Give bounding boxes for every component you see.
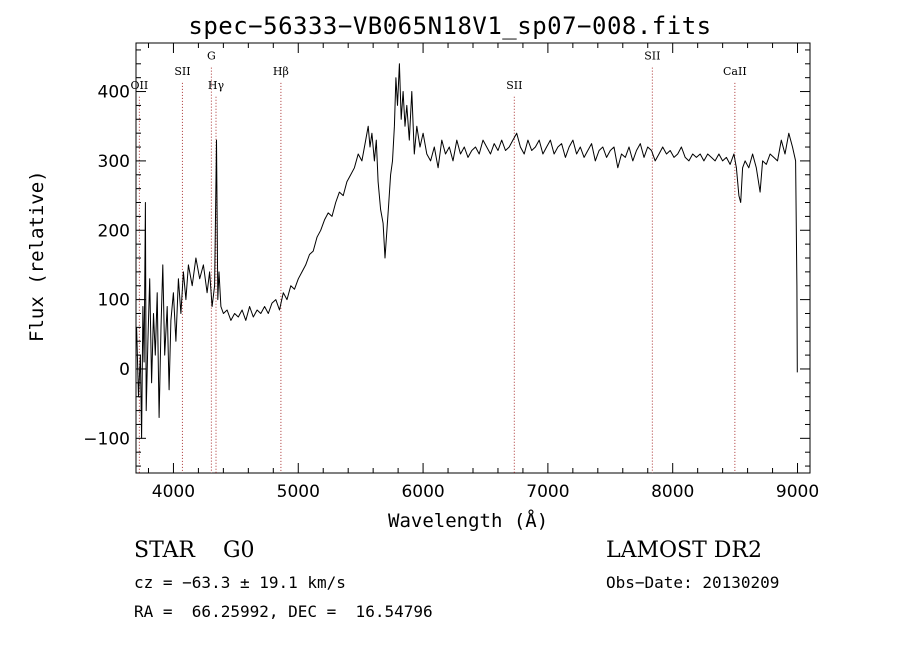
line-label-g: G bbox=[207, 50, 216, 63]
x-tick-label: 6000 bbox=[401, 482, 444, 502]
line-label-sii: SII bbox=[506, 79, 522, 92]
y-tick-label: 100 bbox=[98, 291, 130, 311]
redshift-cz: cz = −63.3 ± 19.1 km/s bbox=[134, 573, 346, 592]
plot-border bbox=[135, 42, 811, 474]
spectrum-series bbox=[136, 63, 798, 439]
line-label-oii: OII bbox=[131, 79, 149, 92]
x-axis-label: Wavelength (Å) bbox=[388, 510, 549, 532]
spectrum-line bbox=[136, 63, 798, 439]
x-tick-label: 8000 bbox=[651, 482, 694, 502]
ra-dec-coordinates: RA = 66.25992, DEC = 16.54796 bbox=[134, 602, 433, 621]
y-tick-label: 300 bbox=[98, 152, 130, 172]
observation-date: Obs−Date: 20130209 bbox=[606, 573, 780, 592]
spectral-line-markers: OII SII G Hγ Hβ SII SII CaII bbox=[131, 50, 747, 473]
axis-tick-labels: 4000 5000 6000 7000 8000 9000 −100 0 100 200 300 40… bbox=[83, 83, 819, 502]
line-label-sii: SII bbox=[174, 65, 190, 78]
line-label-hβ: Hβ bbox=[273, 65, 289, 78]
axis-ticks bbox=[136, 43, 810, 473]
y-axis-label: Flux (relative) bbox=[26, 170, 48, 342]
plot-frame bbox=[135, 42, 811, 474]
line-label-caii: CaII bbox=[723, 65, 747, 78]
survey-name: LAMOST DR2 bbox=[606, 538, 762, 563]
y-tick-label: 0 bbox=[119, 360, 130, 380]
y-tick-label: −100 bbox=[83, 429, 130, 449]
line-label-sii: SII bbox=[644, 50, 660, 63]
y-tick-label: 400 bbox=[98, 83, 130, 103]
chart-title: spec−56333−VB065N18V1_sp07−008.fits bbox=[188, 12, 712, 40]
x-tick-label: 4000 bbox=[152, 482, 195, 502]
y-tick-label: 200 bbox=[98, 221, 130, 241]
x-tick-label: 9000 bbox=[776, 482, 819, 502]
line-label-hγ: Hγ bbox=[208, 79, 225, 92]
x-tick-label: 5000 bbox=[277, 482, 320, 502]
object-class: STAR G0 bbox=[134, 538, 255, 563]
x-tick-label: 7000 bbox=[526, 482, 569, 502]
